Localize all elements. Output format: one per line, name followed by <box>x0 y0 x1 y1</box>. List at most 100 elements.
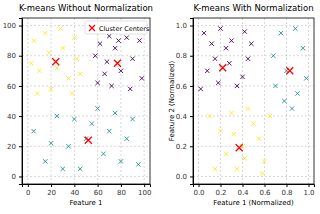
point <box>218 26 222 30</box>
point <box>107 129 111 133</box>
point <box>90 121 94 125</box>
point <box>213 167 217 171</box>
point <box>290 106 294 110</box>
point <box>227 61 231 65</box>
tick-mark <box>265 184 266 187</box>
tick-label: 80 <box>117 189 126 197</box>
tick-label: 0.0 <box>193 189 204 197</box>
figure: 020406080100020406080100K-means Without … <box>0 0 320 214</box>
axis-line <box>194 185 315 188</box>
cluster-centers <box>52 58 121 143</box>
tick: 0.6 <box>259 184 271 197</box>
tick: 20 <box>7 143 22 151</box>
tick: 80 <box>117 184 126 197</box>
tick-label: 40 <box>70 189 79 197</box>
point <box>125 137 129 141</box>
tick: 1.0 <box>303 184 314 197</box>
point <box>236 144 243 151</box>
grid-line <box>286 18 287 184</box>
point <box>251 121 255 125</box>
cluster-points <box>199 26 254 91</box>
point <box>119 69 123 73</box>
point <box>295 91 299 95</box>
tick: 20 <box>47 184 56 197</box>
point <box>232 132 236 136</box>
tick-label: 80 <box>7 52 16 60</box>
point <box>279 31 283 35</box>
point <box>136 162 140 166</box>
grid-line <box>22 116 150 117</box>
cluster-points <box>207 106 272 175</box>
tick-mark <box>190 146 193 147</box>
point <box>137 38 141 42</box>
point <box>78 72 82 76</box>
tick: 0.4 <box>176 113 193 121</box>
tick-label: 0.8 <box>176 52 187 60</box>
point <box>293 26 297 30</box>
grid-line <box>242 18 243 184</box>
point <box>113 46 117 50</box>
point <box>282 99 286 103</box>
point <box>128 87 132 91</box>
tick: 0.8 <box>281 184 292 197</box>
tick-label: 1.0 <box>303 189 314 197</box>
tick-mark <box>190 26 193 27</box>
grid-line <box>22 146 150 147</box>
point <box>229 111 233 115</box>
grid-line <box>74 18 75 184</box>
point <box>260 171 264 175</box>
tick: 0.2 <box>176 143 193 151</box>
point <box>70 91 74 95</box>
point <box>130 57 134 61</box>
tick-mark <box>243 184 244 187</box>
grid <box>193 18 314 184</box>
point <box>301 46 305 50</box>
tick-label: 100 <box>138 189 151 197</box>
point <box>98 41 102 45</box>
chart: 0.00.20.40.60.81.00.00.20.40.60.81.0K-me… <box>168 3 315 207</box>
cluster-points <box>271 26 308 110</box>
x-axis: 020406080100 <box>23 184 152 197</box>
point <box>205 69 209 73</box>
tick-mark <box>121 184 122 187</box>
tick-label: 0.2 <box>215 189 226 197</box>
tick-mark <box>190 176 193 177</box>
tick: 60 <box>94 184 103 197</box>
tick-label: 60 <box>94 189 103 197</box>
point <box>304 76 308 80</box>
point <box>271 54 275 58</box>
point <box>286 67 293 74</box>
tick: 0.0 <box>176 173 193 181</box>
point <box>72 117 76 121</box>
tick-label: 0.0 <box>176 173 187 181</box>
tick-label: 0.8 <box>281 189 292 197</box>
tick: 0 <box>12 173 22 181</box>
tick-label: 0.2 <box>176 143 187 151</box>
legend-label: Cluster Centers <box>99 25 150 33</box>
tick-mark <box>309 184 310 187</box>
tick-mark <box>98 184 99 187</box>
point <box>78 167 82 171</box>
point <box>229 38 233 42</box>
point <box>49 141 53 145</box>
y-axis: 0.00.20.40.60.81.0 <box>176 19 194 185</box>
point <box>216 81 220 85</box>
y-axis-title: Feature 2 (Normalized) <box>168 60 176 141</box>
grid-line <box>308 18 309 184</box>
tick-mark <box>144 184 145 187</box>
point <box>31 38 35 42</box>
tick-label: 0.4 <box>237 189 249 197</box>
legend-marker <box>89 25 95 31</box>
tick: 0.2 <box>215 184 226 197</box>
grid <box>22 18 150 184</box>
point <box>95 81 99 85</box>
tick-mark <box>199 184 200 187</box>
tick-mark <box>287 184 288 187</box>
grid-line <box>22 85 150 86</box>
point <box>210 41 214 45</box>
point <box>202 31 206 35</box>
point <box>37 69 41 73</box>
point <box>61 46 65 50</box>
point <box>249 41 253 45</box>
point <box>95 106 99 110</box>
